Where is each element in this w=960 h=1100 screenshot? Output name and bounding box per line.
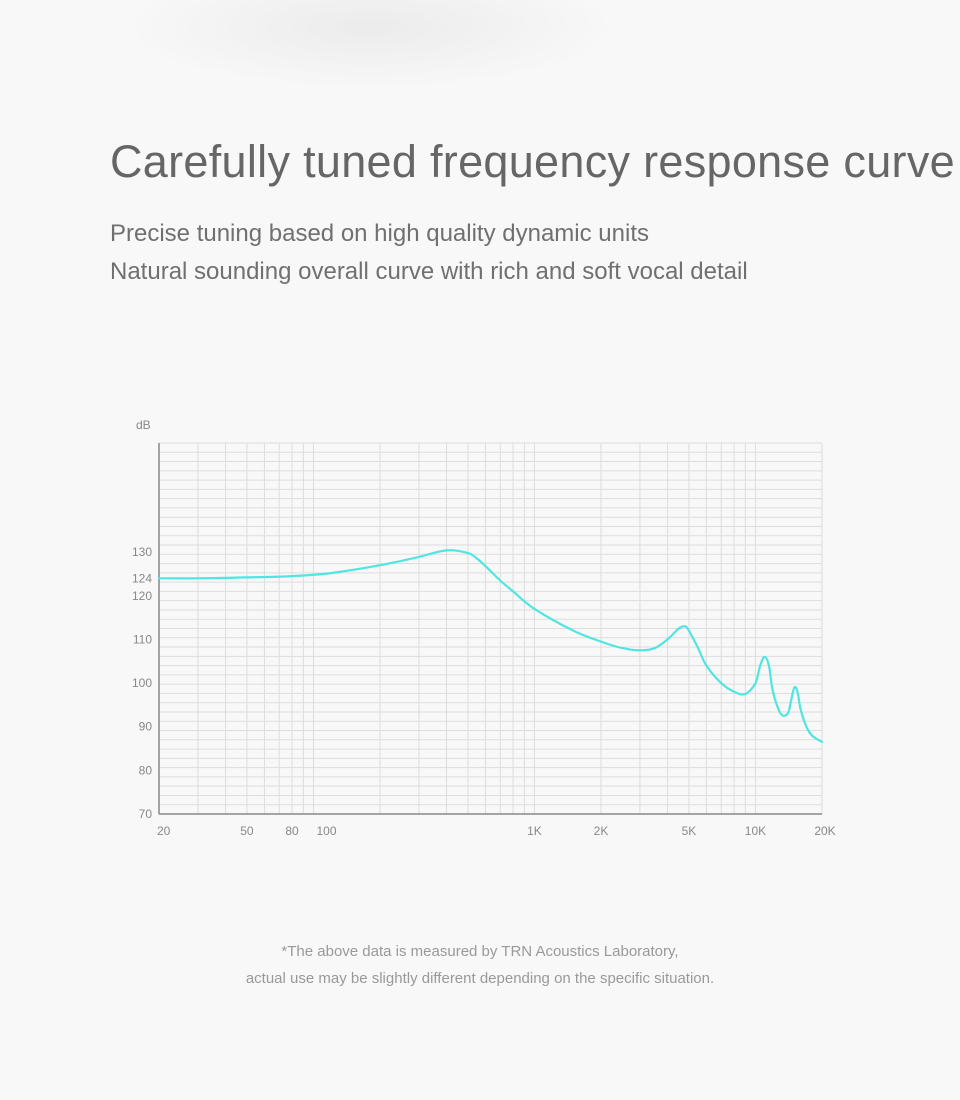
y-tick-label: 124 <box>132 571 152 585</box>
y-axis-label: dB <box>136 418 151 432</box>
chart-axes <box>158 443 822 815</box>
chart-series <box>157 549 824 744</box>
y-tick-label: 70 <box>139 807 153 821</box>
footnote-line-2: actual use may be slightly different dep… <box>245 970 715 987</box>
y-tick-label: 80 <box>139 763 153 777</box>
x-tick-label: 1K <box>527 824 542 838</box>
subtitle-line-1: Precise tuning based on high quality dyn… <box>110 220 649 247</box>
y-tick-label: 120 <box>132 589 152 603</box>
x-tick-label: 20 <box>157 824 171 838</box>
y-tick-label: 130 <box>132 545 152 559</box>
chart-tick-labels: 70 80 90 100 110 120 124 130 20 50 80 100 1K 2K 5K 10K 2… <box>132 545 836 838</box>
x-tick-label: 10K <box>745 824 766 838</box>
y-tick-label: 110 <box>133 632 152 646</box>
x-tick-label: 100 <box>316 824 336 838</box>
frequency-response-chart: 70 80 90 100 110 120 124 130 20 50 80 100 1K 2K 5K 10K 2… <box>132 418 836 838</box>
top-blur-shadow <box>120 0 620 90</box>
x-tick-label: 80 <box>285 824 299 838</box>
footnote-line-1: *The above data is measured by TRN Acous… <box>281 943 679 960</box>
frequency-response-line <box>157 549 824 744</box>
x-tick-label: 5K <box>682 824 697 838</box>
headline: Carefully tuned frequency response curve <box>110 136 955 187</box>
y-tick-label: 90 <box>139 720 153 734</box>
x-tick-label: 2K <box>594 824 609 838</box>
y-tick-label: 100 <box>132 676 152 690</box>
x-tick-label: 20K <box>814 824 835 838</box>
x-tick-label: 50 <box>240 824 254 838</box>
subtitle-line-2: Natural sounding overall curve with rich… <box>110 258 748 285</box>
chart-grid <box>158 442 823 815</box>
